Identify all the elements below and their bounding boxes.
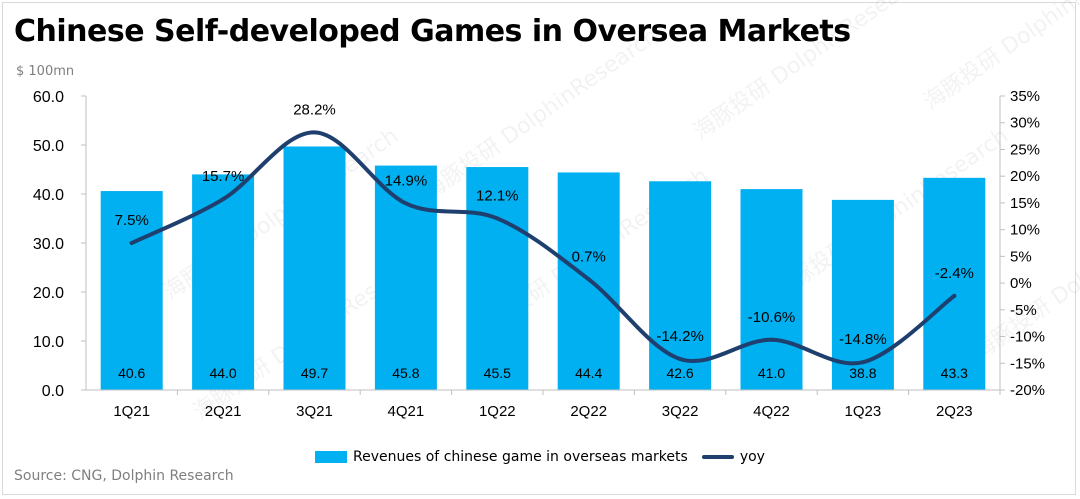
bar-1Q23 — [831, 199, 894, 390]
left-tick-label: 0.0 — [42, 383, 64, 400]
bar-label: 43.3 — [941, 365, 968, 381]
yoy-label: -14.2% — [656, 328, 704, 345]
right-tick-label: -20% — [1010, 382, 1045, 399]
yoy-label: -10.6% — [748, 309, 796, 326]
watermark: 海豚投研 DolphinResearch — [419, 24, 663, 205]
legend-item-revenue: Revenues of chinese game in overseas mar… — [315, 449, 688, 465]
bar-label: 40.6 — [118, 365, 145, 381]
right-tick-label: 20% — [1010, 168, 1040, 185]
yoy-point-3Q21 — [312, 130, 317, 135]
bar-1Q22 — [466, 167, 529, 390]
bar-label: 44.4 — [575, 365, 602, 381]
x-tick-label: 1Q21 — [113, 403, 150, 420]
right-tick-label: 35% — [1010, 88, 1040, 105]
legend: Revenues of chinese game in overseas mar… — [0, 449, 1080, 465]
yoy-point-4Q22 — [769, 337, 774, 342]
bar-label: 49.7 — [301, 365, 328, 381]
yoy-label: -14.8% — [839, 331, 887, 348]
x-tick-label: 2Q21 — [205, 403, 242, 420]
yoy-point-1Q22 — [495, 216, 500, 221]
right-tick-label: 25% — [1010, 141, 1040, 158]
bar-4Q22 — [740, 189, 803, 390]
bar-2Q21 — [192, 174, 255, 390]
yoy-point-1Q23 — [860, 360, 865, 365]
bar-label: 42.6 — [666, 365, 693, 381]
right-tick-label: 15% — [1010, 195, 1040, 212]
yoy-label: 12.1% — [476, 187, 519, 204]
right-tick-label: -10% — [1010, 329, 1045, 346]
bar-label: 38.8 — [849, 365, 876, 381]
yoy-point-1Q21 — [129, 241, 134, 245]
x-tick-label: 2Q23 — [936, 403, 973, 420]
yoy-label: 28.2% — [293, 101, 336, 118]
bar-2Q23 — [923, 177, 986, 390]
right-tick-label: -15% — [1010, 355, 1045, 372]
yoy-line — [129, 130, 957, 366]
legend-swatch-line — [701, 455, 734, 459]
legend-label-revenue: Revenues of chinese game in overseas mar… — [353, 449, 688, 465]
x-tick-label: 3Q21 — [296, 403, 333, 420]
chart-title: Chinese Self-developed Games in Oversea … — [14, 14, 851, 49]
yoy-label: -2.4% — [935, 265, 974, 282]
bar-3Q22 — [649, 181, 712, 390]
x-tick-label: 4Q22 — [753, 403, 790, 420]
yoy-point-2Q23 — [952, 293, 957, 298]
x-tick-label: 1Q22 — [479, 403, 516, 420]
right-tick-label: 10% — [1010, 222, 1040, 239]
left-tick-label: 30.0 — [33, 236, 64, 253]
right-tick-label: 5% — [1010, 248, 1032, 265]
yoy-point-2Q22 — [586, 277, 591, 282]
legend-item-yoy: yoy — [701, 449, 765, 465]
bar-label: 45.5 — [484, 365, 511, 381]
left-tick-label: 40.0 — [33, 187, 64, 204]
left-tick-label: 60.0 — [33, 89, 64, 106]
yoy-label: 0.7% — [572, 248, 606, 265]
yoy-label: 14.9% — [385, 172, 428, 189]
left-tick-label: 20.0 — [33, 285, 64, 302]
yoy-label: 7.5% — [115, 212, 149, 229]
right-tick-label: -5% — [1010, 302, 1037, 319]
yoy-point-3Q22 — [678, 356, 683, 361]
yoy-label: 15.7% — [202, 168, 245, 185]
right-tick-label: 0% — [1010, 275, 1032, 292]
left-tick-label: 50.0 — [33, 138, 64, 155]
x-tick-label: 2Q22 — [570, 403, 607, 420]
yoy-point-4Q21 — [403, 201, 408, 206]
legend-label-yoy: yoy — [739, 449, 765, 465]
source-note: Source: CNG, Dolphin Research — [14, 468, 234, 484]
x-tick-label: 1Q23 — [845, 403, 882, 420]
bar-label: 41.0 — [758, 365, 785, 381]
x-tick-label: 4Q21 — [388, 403, 425, 420]
bar-4Q21 — [374, 165, 437, 390]
left-tick-label: 10.0 — [33, 334, 64, 351]
bar-1Q21 — [100, 191, 163, 390]
bar-label: 44.0 — [209, 365, 236, 381]
bar-3Q21 — [283, 146, 346, 390]
left-axis-unit: $ 100mn — [16, 64, 75, 79]
legend-swatch-bar — [315, 451, 348, 463]
bar-label: 45.8 — [392, 365, 419, 381]
right-tick-label: 30% — [1010, 115, 1040, 132]
watermark: 海豚投研 DolphinResearch — [689, 0, 933, 145]
yoy-point-2Q21 — [221, 197, 226, 202]
x-tick-label: 3Q22 — [662, 403, 699, 420]
